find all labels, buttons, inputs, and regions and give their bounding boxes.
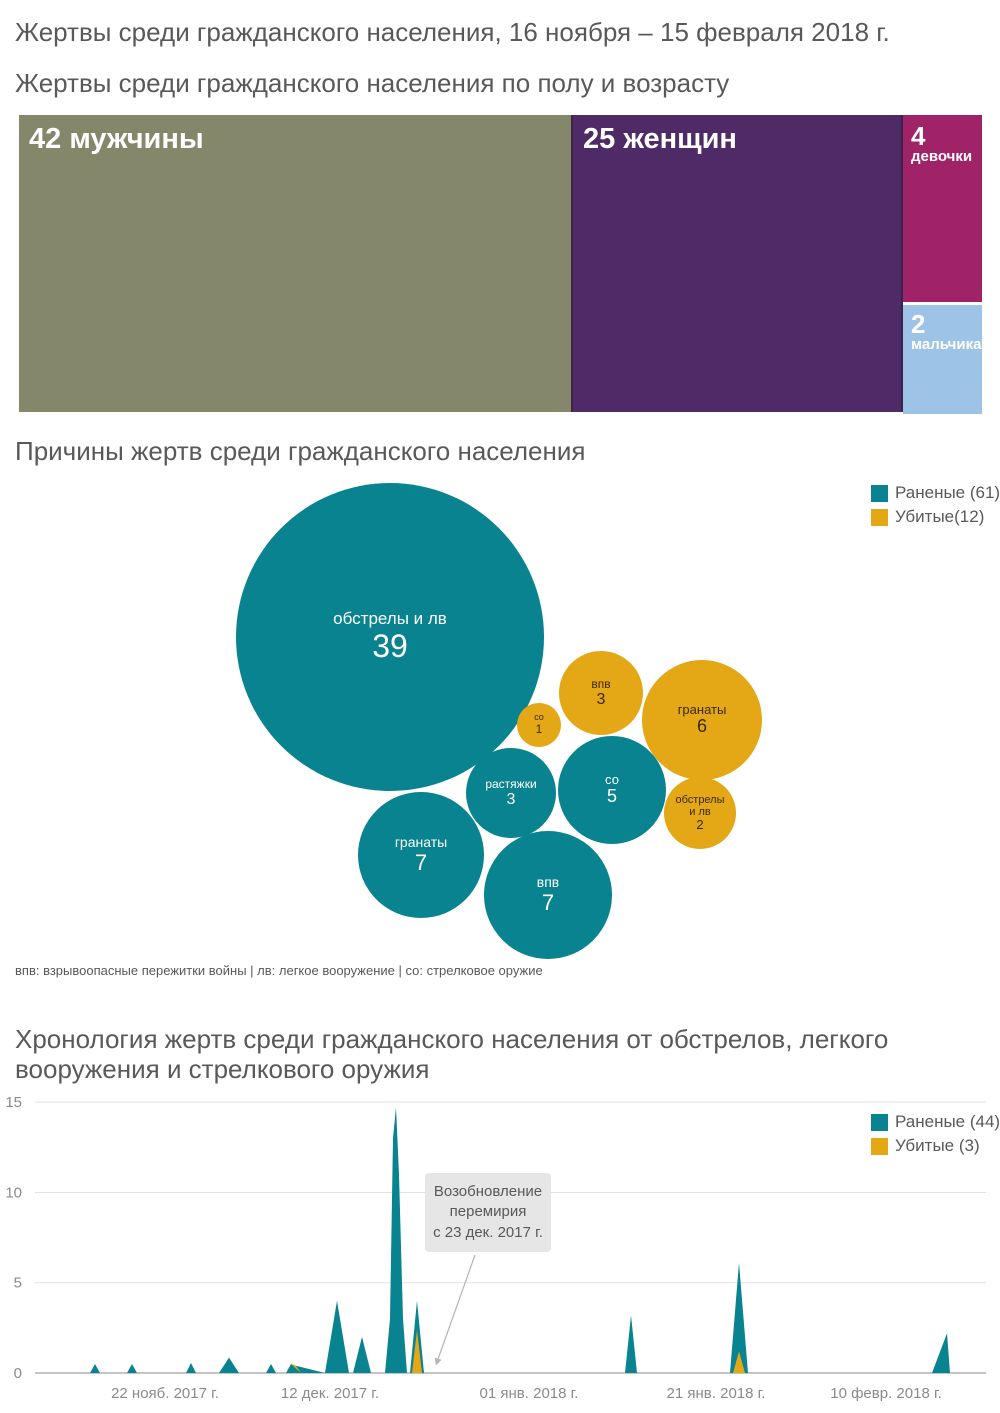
svg-text:15: 15 bbox=[5, 1094, 22, 1111]
svg-text:22 нояб. 2017 г.: 22 нояб. 2017 г. bbox=[111, 1385, 219, 1402]
svg-text:12 дек. 2017 г.: 12 дек. 2017 г. bbox=[281, 1385, 379, 1402]
svg-text:01 янв. 2018 г.: 01 янв. 2018 г. bbox=[480, 1385, 579, 1402]
svg-text:21 янв. 2018 г.: 21 янв. 2018 г. bbox=[667, 1385, 766, 1402]
svg-text:0: 0 bbox=[14, 1365, 22, 1382]
svg-text:10 февр. 2018 г.: 10 февр. 2018 г. bbox=[830, 1385, 942, 1402]
svg-text:10: 10 bbox=[5, 1185, 22, 1202]
svg-text:5: 5 bbox=[14, 1275, 22, 1292]
